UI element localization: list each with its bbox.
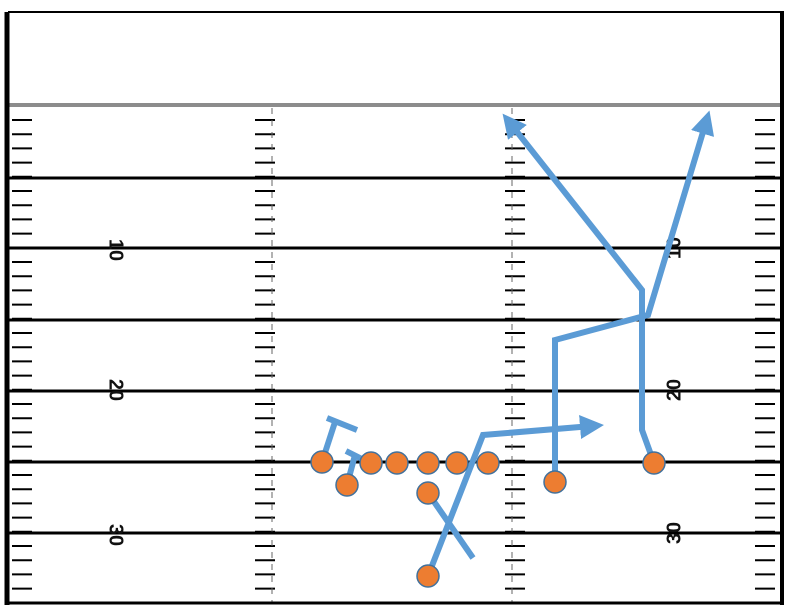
- block-bar: [325, 415, 359, 433]
- route: [502, 113, 657, 465]
- player: [385, 451, 409, 475]
- player: [416, 451, 440, 475]
- yard-number: 30: [105, 524, 127, 546]
- player: [416, 564, 440, 588]
- player: [476, 451, 500, 475]
- yard-number: 20: [663, 379, 685, 401]
- player: [359, 451, 383, 475]
- player: [445, 451, 469, 475]
- player: [642, 451, 666, 475]
- yard-number: 30: [663, 522, 685, 544]
- route: [552, 110, 715, 482]
- yard-number: 20: [105, 379, 127, 401]
- player: [543, 470, 567, 494]
- route: [425, 415, 604, 578]
- player: [335, 473, 359, 497]
- players: [310, 450, 666, 588]
- route: [425, 491, 476, 560]
- player: [310, 450, 334, 474]
- yard-number: 10: [105, 239, 127, 261]
- player: [416, 481, 440, 505]
